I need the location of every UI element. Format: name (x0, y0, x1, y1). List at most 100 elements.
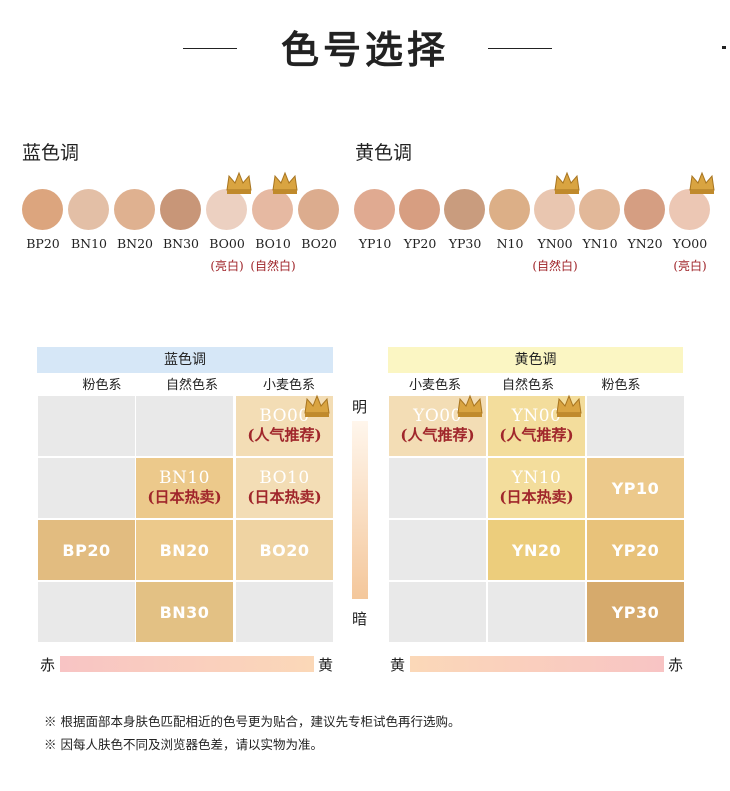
bright-label: 明 (352, 398, 368, 416)
shade-code: YO00 (413, 406, 462, 426)
crown-icon (689, 171, 715, 194)
cell-empty (38, 396, 135, 456)
shade-sub-label: (亮白) (673, 259, 707, 273)
shade-swatch (298, 189, 339, 230)
cell-bn10: BN10 (日本热卖) (136, 458, 233, 518)
col-label-pink: 粉色系 (82, 378, 122, 393)
yellow-tone-title: 黄色调 (355, 142, 413, 164)
blue-tone-title: 蓝色调 (22, 142, 80, 164)
col-label-natural: 自然色系 (501, 378, 554, 393)
shade-swatch (22, 189, 63, 230)
crown-icon (272, 171, 298, 194)
cell-yn10: YN10 (日本热卖) (488, 458, 585, 518)
shade-note: (日本热卖) (147, 488, 222, 506)
title-rule-right (488, 48, 552, 49)
shade-code: BO00 (259, 406, 310, 426)
divider-mark (722, 46, 726, 49)
shade-code: BP20 (62, 540, 111, 560)
bar-start-label: 黄 (390, 656, 406, 674)
bar-end-label: 黄 (318, 656, 334, 674)
cell-yp20: YP20 (587, 520, 684, 580)
cell-bo10: BO10 (日本热卖) (236, 458, 333, 518)
crown-icon (556, 394, 582, 417)
crown-icon (554, 171, 580, 194)
crown-icon (457, 394, 483, 417)
shade-code-label: BN10 (70, 236, 108, 251)
cell-empty (587, 396, 684, 456)
footnote: ※ 根据面部本身肤色匹配相近的色号更为贴合，建议先专柜试色再行选购。 (44, 714, 461, 729)
shade-swatch (399, 189, 440, 230)
dark-label: 暗 (352, 610, 368, 628)
cell-empty (389, 582, 486, 642)
cell-bn30: BN30 (136, 582, 233, 642)
shade-code: BN30 (159, 602, 210, 622)
shade-code-label: YN20 (627, 236, 663, 251)
hue-gradient-bar (60, 656, 314, 672)
shade-code: YP10 (611, 478, 660, 498)
cell-empty (136, 396, 233, 456)
cell-yp30: YP30 (587, 582, 684, 642)
shade-sub-label: (自然白) (250, 259, 296, 273)
matrix-blue-header: 蓝色调 (37, 347, 333, 373)
col-label-wheat: 小麦色系 (262, 378, 315, 393)
shade-note: (人气推荐) (247, 426, 322, 444)
matrix-yellow-header: 黄色调 (388, 347, 683, 373)
shade-code: YN10 (511, 468, 562, 488)
shade-swatch (252, 189, 293, 230)
shade-swatch (579, 189, 620, 230)
col-label-pink: 粉色系 (601, 378, 641, 393)
shade-sub-label: (自然白) (532, 259, 578, 273)
shade-swatch (68, 189, 109, 230)
shade-sub-label: (亮白) (210, 259, 244, 273)
bar-end-label: 赤 (668, 656, 684, 674)
shade-code-label: BO20 (301, 236, 337, 251)
cell-empty (38, 458, 135, 518)
cell-yp10: YP10 (587, 458, 684, 518)
title-rule-left (183, 48, 237, 49)
cell-bo20: BO20 (236, 520, 333, 580)
shade-code-label: BO00 (209, 236, 245, 251)
shade-code-label: YP20 (403, 236, 437, 251)
shade-swatch (489, 189, 530, 230)
shade-swatch (669, 189, 710, 230)
shade-note: (人气推荐) (499, 426, 574, 444)
shade-code: BN10 (159, 468, 210, 488)
cell-empty (38, 582, 135, 642)
shade-code: BN20 (159, 540, 210, 560)
shade-code-label: YN10 (582, 236, 618, 251)
shade-note: (日本热卖) (247, 488, 322, 506)
cell-empty (389, 520, 486, 580)
shade-code: BO10 (259, 468, 310, 488)
cell-empty (488, 582, 585, 642)
shade-code-label: BN20 (116, 236, 154, 251)
shade-swatch (534, 189, 575, 230)
cell-bp20: BP20 (38, 520, 135, 580)
hue-gradient-bar (410, 656, 664, 672)
shade-swatch (354, 189, 395, 230)
shade-code: YN20 (511, 540, 562, 560)
brightness-gradient-bar (352, 421, 368, 599)
shade-code: BO20 (259, 540, 310, 560)
shade-code-label: YP30 (448, 236, 482, 251)
col-label-natural: 自然色系 (165, 378, 218, 393)
shade-swatch (114, 189, 155, 230)
crown-icon (226, 171, 252, 194)
crown-icon (304, 394, 330, 417)
shade-code-label: YP10 (358, 236, 392, 251)
shade-note: (日本热卖) (499, 488, 574, 506)
shade-code: YP20 (611, 540, 660, 560)
shade-code-label: YO00 (672, 236, 708, 251)
cell-bn20: BN20 (136, 520, 233, 580)
shade-code: YP30 (611, 602, 660, 622)
cell-yn20: YN20 (488, 520, 585, 580)
shade-code: YN00 (511, 406, 562, 426)
cell-bo00: BO00 (人气推荐) (236, 396, 333, 456)
shade-note: (人气推荐) (400, 426, 475, 444)
shade-code-label: BP20 (26, 236, 60, 251)
shade-code-label: YN00 (537, 236, 573, 251)
cell-empty (389, 458, 486, 518)
shade-code-label: N10 (496, 236, 524, 251)
col-label-wheat: 小麦色系 (408, 378, 461, 393)
bar-start-label: 赤 (40, 656, 56, 674)
shade-swatch (206, 189, 247, 230)
